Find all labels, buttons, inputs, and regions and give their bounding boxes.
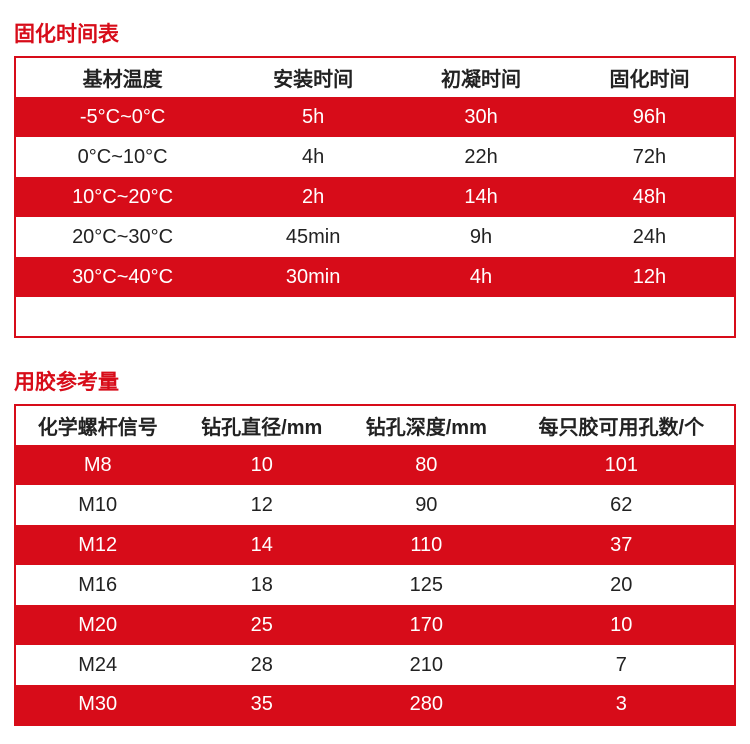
cell: 62: [509, 485, 735, 525]
cell: 12: [179, 485, 344, 525]
cell: 72h: [565, 137, 735, 177]
cell: 110: [344, 525, 509, 565]
table-row: 30°C~40°C 30min 4h 12h: [15, 257, 735, 297]
cell: M30: [15, 685, 179, 725]
cell: 25: [179, 605, 344, 645]
table-row: M24 28 210 7: [15, 645, 735, 685]
cell: M10: [15, 485, 179, 525]
cell: 48h: [565, 177, 735, 217]
table-row: M16 18 125 20: [15, 565, 735, 605]
cell: 3: [509, 685, 735, 725]
table-row: 0°C~10°C 4h 22h 72h: [15, 137, 735, 177]
cell: 20: [509, 565, 735, 605]
table-row: M20 25 170 10: [15, 605, 735, 645]
cell: 4h: [397, 257, 565, 297]
table-row: M12 14 110 37: [15, 525, 735, 565]
cell: 35: [179, 685, 344, 725]
cell: 45min: [229, 217, 397, 257]
table-header-row: 基材温度 安装时间 初凝时间 固化时间: [15, 57, 735, 97]
cell: 10°C~20°C: [15, 177, 229, 217]
cell: 18: [179, 565, 344, 605]
table-header-row: 化学螺杆信号 钻孔直径/mm 钻孔深度/mm 每只胶可用孔数/个: [15, 405, 735, 445]
col-header: 固化时间: [565, 57, 735, 97]
table-spacer-row: [15, 297, 735, 337]
section2-title: 用胶参考量: [14, 366, 736, 396]
cell: 125: [344, 565, 509, 605]
cell: 10: [179, 445, 344, 485]
col-header: 安装时间: [229, 57, 397, 97]
col-header: 钻孔直径/mm: [179, 405, 344, 445]
cell: M24: [15, 645, 179, 685]
cell: M16: [15, 565, 179, 605]
cell: 14h: [397, 177, 565, 217]
cell: 14: [179, 525, 344, 565]
cell: 30min: [229, 257, 397, 297]
cell: 30°C~40°C: [15, 257, 229, 297]
table-row: 10°C~20°C 2h 14h 48h: [15, 177, 735, 217]
table-row: M30 35 280 3: [15, 685, 735, 725]
cell: 5h: [229, 97, 397, 137]
cell: 37: [509, 525, 735, 565]
col-header: 每只胶可用孔数/个: [509, 405, 735, 445]
cell: 30h: [397, 97, 565, 137]
cell: 7: [509, 645, 735, 685]
cell: 90: [344, 485, 509, 525]
table-row: 20°C~30°C 45min 9h 24h: [15, 217, 735, 257]
col-header: 初凝时间: [397, 57, 565, 97]
col-header: 化学螺杆信号: [15, 405, 179, 445]
table-row: M10 12 90 62: [15, 485, 735, 525]
curing-time-table: 基材温度 安装时间 初凝时间 固化时间 -5°C~0°C 5h 30h 96h …: [14, 56, 736, 338]
cell: 2h: [229, 177, 397, 217]
cell: 210: [344, 645, 509, 685]
cell: 80: [344, 445, 509, 485]
cell: 170: [344, 605, 509, 645]
adhesive-reference-table: 化学螺杆信号 钻孔直径/mm 钻孔深度/mm 每只胶可用孔数/个 M8 10 8…: [14, 404, 736, 726]
cell: -5°C~0°C: [15, 97, 229, 137]
cell: M8: [15, 445, 179, 485]
cell: 28: [179, 645, 344, 685]
cell: 101: [509, 445, 735, 485]
cell: 4h: [229, 137, 397, 177]
cell: 96h: [565, 97, 735, 137]
cell: M12: [15, 525, 179, 565]
cell: 24h: [565, 217, 735, 257]
cell: 12h: [565, 257, 735, 297]
table-row: -5°C~0°C 5h 30h 96h: [15, 97, 735, 137]
cell: 9h: [397, 217, 565, 257]
cell: 22h: [397, 137, 565, 177]
section1-title: 固化时间表: [14, 18, 736, 48]
cell: 0°C~10°C: [15, 137, 229, 177]
cell: 20°C~30°C: [15, 217, 229, 257]
table-row: M8 10 80 101: [15, 445, 735, 485]
col-header: 基材温度: [15, 57, 229, 97]
cell: M20: [15, 605, 179, 645]
col-header: 钻孔深度/mm: [344, 405, 509, 445]
cell: 280: [344, 685, 509, 725]
cell: 10: [509, 605, 735, 645]
